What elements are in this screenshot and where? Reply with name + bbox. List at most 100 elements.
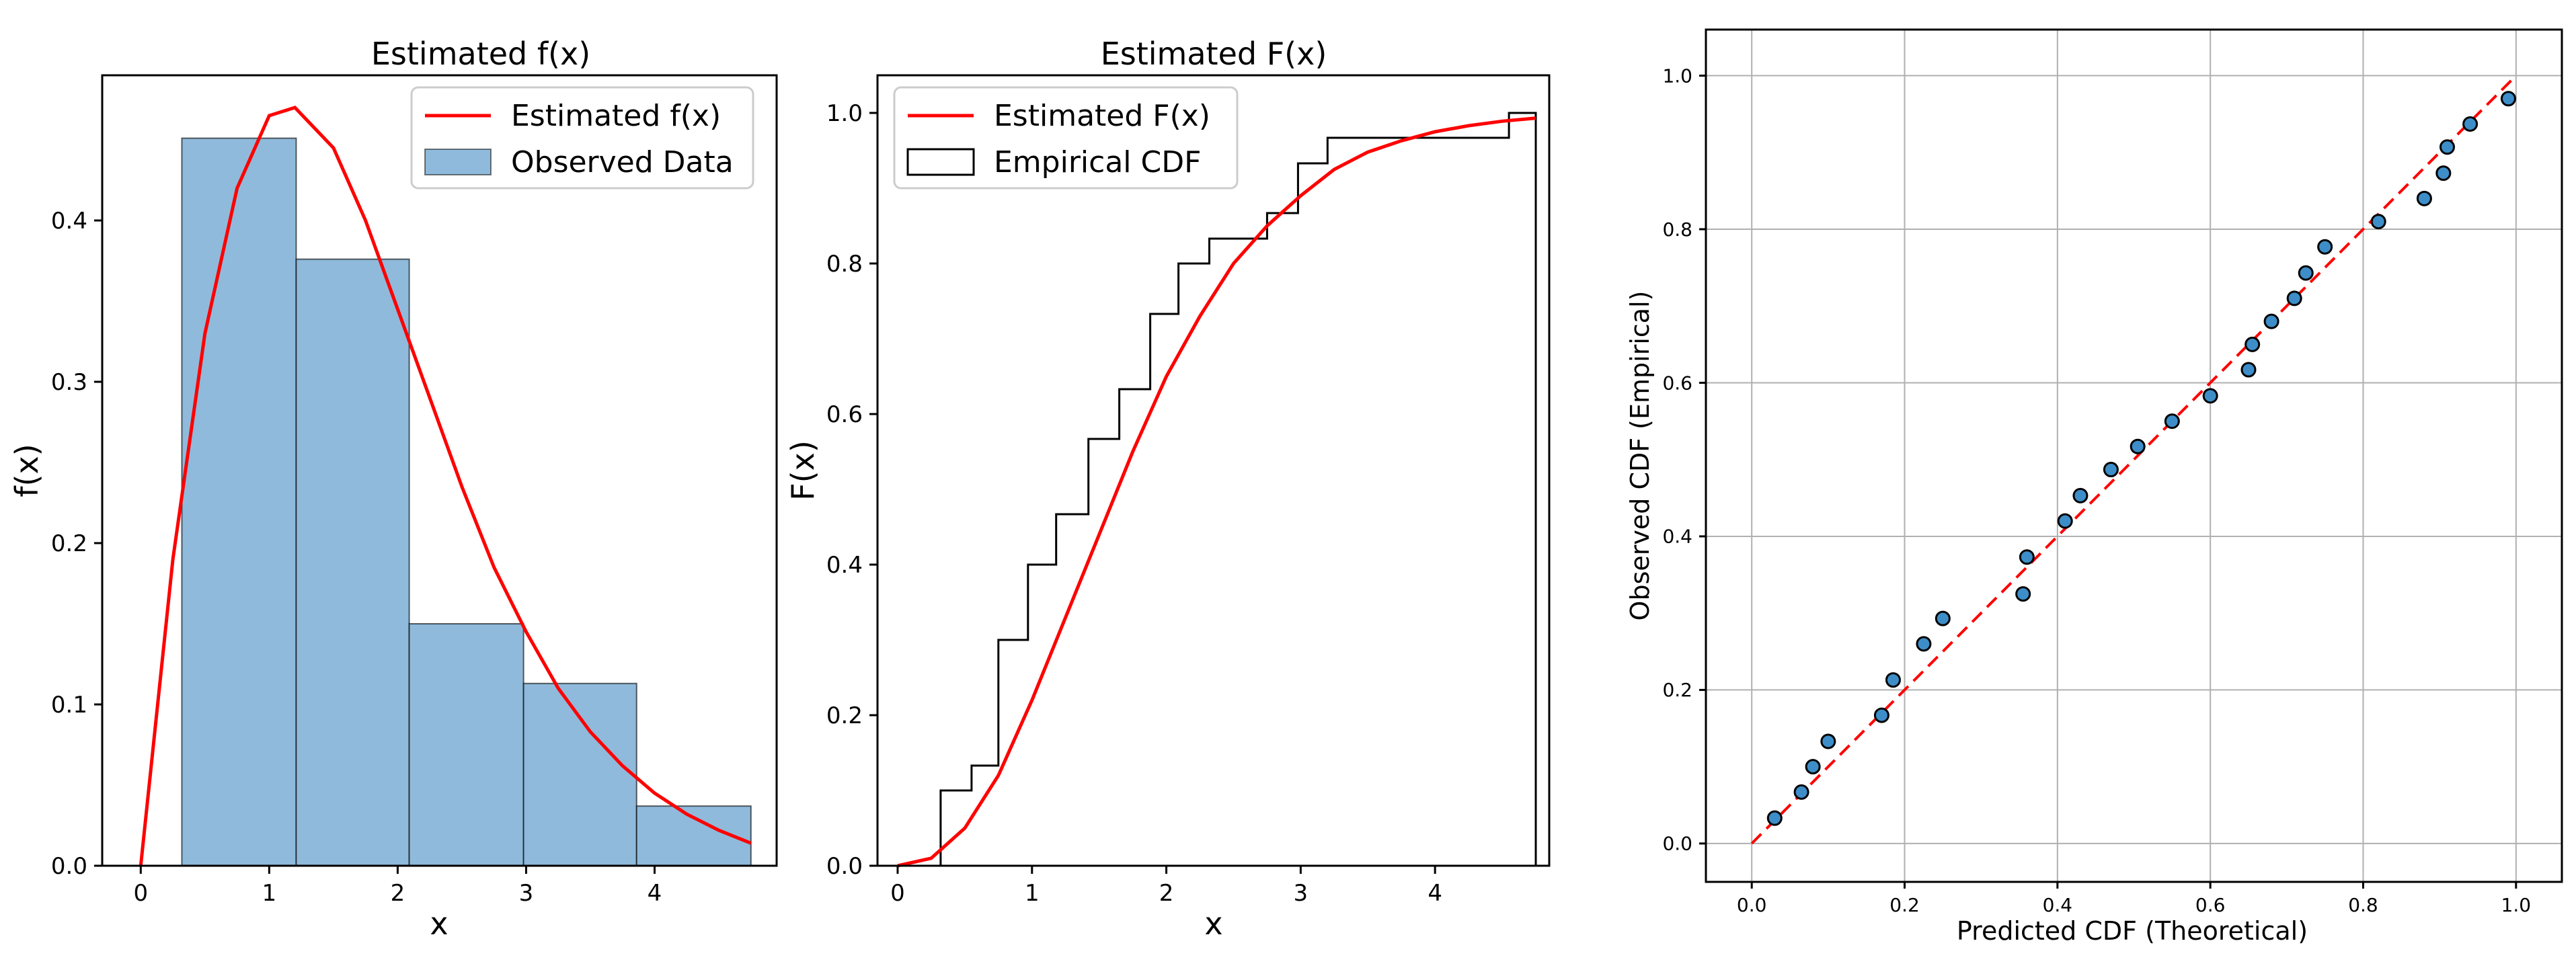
pp-x-tick-label: 1.0 [2501,894,2532,916]
cdf-x-tick-label: 0 [890,880,905,907]
pp-grid [1706,30,2562,882]
pp-point [2317,239,2333,255]
pp-x-tick-label: 0.0 [1737,894,1767,916]
density-curve [139,106,752,866]
density-y-tick-label: 0.4 [51,208,87,235]
pp-point [2462,116,2479,132]
pp-point [2072,487,2089,503]
density-x-tick-label: 4 [648,880,662,907]
pp-point [2164,413,2180,430]
density-x-tick-label: 1 [262,880,277,907]
pp-point [1793,784,1809,800]
cdf-x-tick-label: 4 [1428,880,1442,907]
pp-point [2500,91,2516,107]
density-y-tick-label: 0.2 [51,530,87,557]
density-y-tick-label: 0.1 [51,692,87,719]
cdf-legend-step-swatch [906,148,975,176]
pp-x-ticks: 0.0 0.2 0.4 0.6 0.8 1.0 [1737,882,2531,916]
density-x-tick-label: 3 [519,880,534,907]
cdf-y-label: F(x) [785,440,821,501]
histogram-bars [181,137,752,867]
empirical-cdf-steps [939,112,1537,866]
cdf-y-tick-label: 1.0 [826,100,863,127]
pp-point [2440,139,2456,155]
cdf-y-tick-label: 0.2 [826,702,863,729]
density-y-label: f(x) [9,444,45,497]
pp-reference-line [1750,75,2518,845]
cdf-x-tick-label: 1 [1025,880,1040,907]
pp-y-tick-label: 0.6 [1662,372,1692,394]
pp-point [1805,759,1821,775]
cdf-x-tick-label: 2 [1159,880,1174,907]
histogram-bar [408,623,524,866]
density-y-tick-label: 0.0 [51,853,87,880]
pp-point [2057,513,2073,529]
pp-panel: 0.0 0.2 0.4 0.6 0.8 1.0 0.0 0.2 0.4 0.6 0.8 1.0 Pr… [1625,28,2563,946]
cdf-x-label: x [1204,905,1222,942]
cdf-y-tick-label: 0.8 [826,251,863,278]
histogram-bar [295,258,410,867]
pp-point [2435,165,2452,181]
density-x-label: x [430,905,448,942]
pp-point [2286,290,2302,307]
pp-point [2240,362,2257,378]
cdf-legend-curve-label: Estimated F(x) [994,99,1210,133]
density-legend-box [410,86,754,190]
pp-y-tick-label: 0.2 [1662,679,1692,701]
cdf-legend-box [893,86,1239,190]
cdf-title: Estimated F(x) [1101,36,1327,72]
pp-point [1873,707,1889,723]
cdf-legend: Estimated F(x) Empirical CDF [893,86,1239,190]
density-y-ticks: 0.0 0.1 0.2 0.3 0.4 [51,208,102,880]
pp-point [1935,610,1951,626]
density-panel: Estimated f(x) 0 1 2 3 4 0.0 0.1 0.2 0.3 0.4 x f… [9,36,778,942]
density-x-tick-label: 0 [133,880,148,907]
density-legend-curve-label: Estimated f(x) [511,99,721,133]
pp-x-tick-label: 0.8 [2348,894,2378,916]
pp-point [2298,265,2314,281]
pp-y-label: Observed CDF (Empirical) [1625,291,1655,621]
pp-y-tick-label: 0.0 [1662,833,1692,855]
density-legend-hist-label: Observed Data [511,145,734,179]
pp-x-tick-label: 0.2 [1889,894,1920,916]
pp-point [1766,810,1783,826]
cdf-curve [897,116,1536,868]
pp-y-tick-label: 0.4 [1662,526,1692,548]
histogram-bar [181,137,297,867]
density-x-ticks: 0 1 2 3 4 [133,866,662,907]
pp-point [1820,733,1836,749]
cdf-y-tick-label: 0.0 [826,853,863,880]
cdf-x-tick-label: 3 [1294,880,1309,907]
pp-point [2245,336,2261,352]
pp-x-tick-label: 0.4 [2043,894,2073,916]
cdf-y-ticks: 0.0 0.2 0.4 0.6 0.8 1.0 [826,100,877,880]
pp-point [2202,388,2218,404]
cdf-axes-frame [876,74,1551,867]
density-legend-bar-swatch [424,149,492,175]
density-title: Estimated f(x) [371,36,590,72]
histogram-bar [522,682,637,866]
cdf-legend-step-label: Empirical CDF [994,145,1201,179]
pp-point [2015,586,2031,602]
cdf-x-ticks: 0 1 2 3 4 [890,866,1442,907]
density-y-tick-label: 0.3 [51,369,87,396]
pp-y-tick-label: 1.0 [1662,65,1692,87]
pp-axes-frame [1705,28,2563,883]
pp-points [1766,91,2516,826]
density-legend: Estimated f(x) Observed Data [410,86,754,190]
pp-point [2263,313,2279,329]
pp-x-tick-label: 0.6 [2195,894,2226,916]
pp-point [1916,636,1932,652]
pp-y-tick-label: 0.8 [1662,218,1692,241]
density-x-tick-label: 2 [391,880,405,907]
pp-point [2370,214,2386,230]
pp-point [2019,549,2035,565]
density-axes-frame [101,74,778,867]
pp-point [2130,438,2146,454]
pp-point [2416,190,2432,206]
cdf-y-tick-label: 0.6 [826,401,863,428]
pp-y-ticks: 0.0 0.2 0.4 0.6 0.8 1.0 [1662,65,1706,855]
pp-x-label: Predicted CDF (Theoretical) [1957,916,2308,946]
